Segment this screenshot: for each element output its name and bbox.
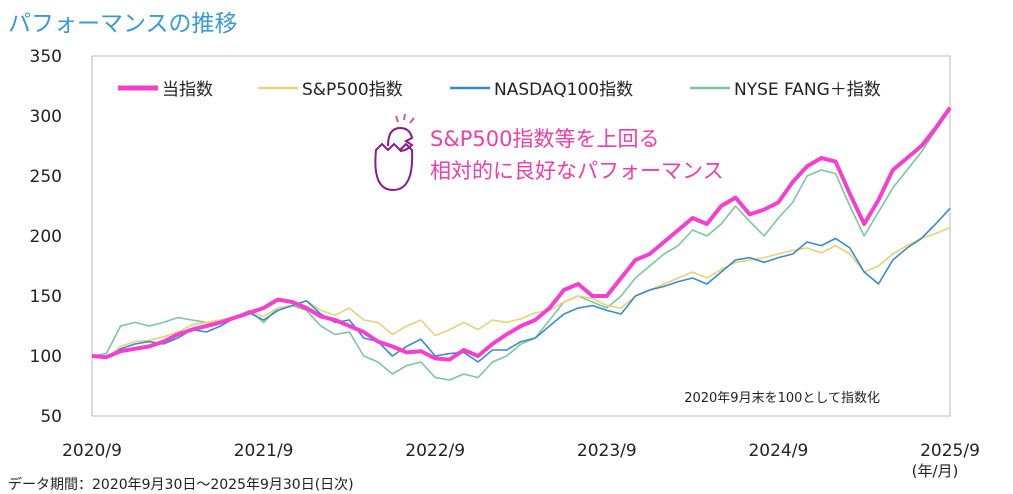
- annotation-line-2: 相対的に良好なパフォーマンス: [430, 159, 724, 183]
- series-line-2: [91, 207, 951, 363]
- plot-frame: [91, 55, 951, 417]
- series-line-1: [91, 226, 951, 360]
- data-period-note: データ期間：2020年9月30日～2025年9月30日(日次): [8, 477, 354, 493]
- annotation-line-1: S&P500指数等を上回る: [430, 127, 659, 151]
- y-tick-label: 50: [40, 407, 62, 427]
- x-tick-label: 2020/9: [62, 441, 122, 461]
- egg-mascot-icon: [374, 113, 415, 192]
- legend-label: S&P500指数: [302, 80, 403, 100]
- legend-label: 当指数: [162, 80, 213, 100]
- chart-title: パフォーマンスの推移: [8, 11, 238, 37]
- x-unit-label: (年/月): [912, 462, 959, 480]
- x-tick-label: 2023/9: [577, 441, 637, 461]
- y-tick-label: 250: [30, 167, 62, 187]
- y-tick-label: 300: [30, 107, 62, 127]
- legend-label: NASDAQ100指数: [494, 80, 633, 100]
- series-line-0: [91, 106, 952, 362]
- y-tick-label: 100: [30, 347, 62, 367]
- index-note: 2020年9月末を100として指数化: [684, 391, 880, 406]
- legend-label: NYSE FANG＋指数: [734, 80, 881, 100]
- x-tick-label: 2025/9: [920, 441, 980, 461]
- y-tick-label: 350: [30, 47, 62, 67]
- y-tick-label: 150: [30, 287, 62, 307]
- x-tick-label: 2024/9: [748, 441, 808, 461]
- x-tick-label: 2021/9: [234, 441, 294, 461]
- y-tick-label: 200: [30, 227, 62, 247]
- x-tick-label: 2022/9: [405, 441, 465, 461]
